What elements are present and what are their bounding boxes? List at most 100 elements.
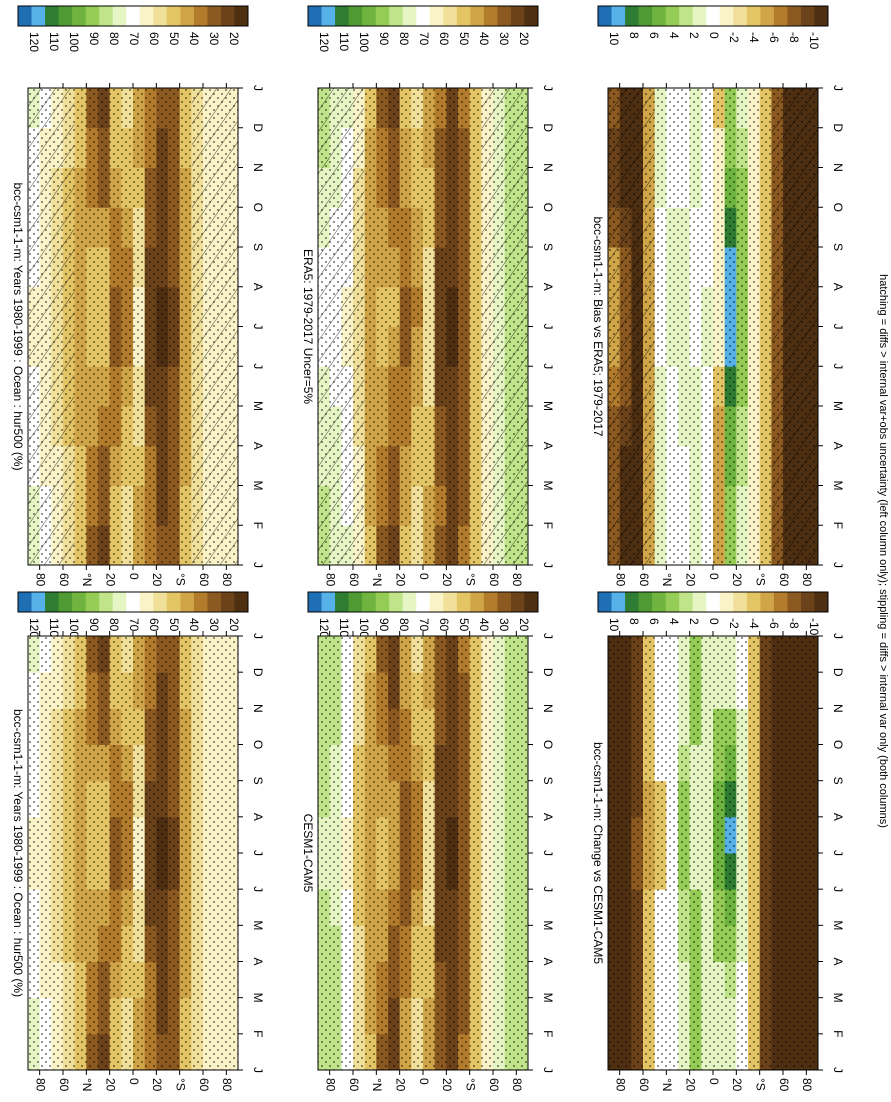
month-tick-label: J bbox=[831, 886, 845, 892]
colorbar-swatch bbox=[18, 6, 32, 26]
colorbar-swatch bbox=[733, 6, 748, 26]
colorbar-tick-label: 80 bbox=[397, 32, 411, 46]
lat-tick-label: 80 bbox=[800, 573, 814, 587]
colorbar-swatch bbox=[510, 6, 525, 26]
lat-tick-label: 60 bbox=[487, 573, 501, 587]
lat-tick-label: 20 bbox=[683, 573, 697, 587]
colorbar-swatch bbox=[234, 592, 249, 612]
colorbar-tick-label: 4 bbox=[667, 32, 681, 39]
month-tick-label: O bbox=[251, 740, 265, 749]
colorbar-swatch bbox=[193, 592, 208, 612]
colorbar-swatch bbox=[389, 592, 404, 612]
stippling-overlay bbox=[318, 636, 528, 1070]
colorbar-tick-label: 90 bbox=[377, 32, 391, 46]
colorbar-swatch bbox=[72, 6, 87, 26]
colorbar-swatch bbox=[814, 6, 829, 26]
colorbar-swatch bbox=[625, 6, 639, 26]
colorbar-swatch bbox=[207, 592, 222, 612]
month-tick-label: F bbox=[251, 1030, 265, 1037]
colorbar-swatch bbox=[85, 592, 100, 612]
lat-tick-label: °N bbox=[80, 1078, 94, 1091]
colorbar-tick-label: -10 bbox=[807, 618, 821, 636]
colorbar-swatch bbox=[321, 592, 336, 612]
month-tick-label: M bbox=[541, 920, 555, 930]
colorbar-swatch bbox=[746, 6, 761, 26]
colorbar-swatch bbox=[139, 592, 154, 612]
colorbar-swatch bbox=[220, 592, 235, 612]
colorbar-tick-label: 110 bbox=[337, 32, 351, 51]
colorbar-swatch bbox=[665, 592, 680, 612]
month-tick-label: S bbox=[541, 777, 555, 785]
month-tick-label: O bbox=[251, 203, 265, 212]
month-tick-label: J bbox=[251, 85, 265, 91]
month-tick-label: F bbox=[831, 1030, 845, 1037]
colorbar-tick-label: 60 bbox=[147, 618, 161, 632]
month-tick-label: M bbox=[831, 481, 845, 491]
colorbar-tick-label: 8 bbox=[627, 618, 641, 625]
colorbar-swatch bbox=[220, 6, 235, 26]
colorbar-swatch bbox=[706, 6, 721, 26]
lat-tick-label: °N bbox=[660, 573, 674, 586]
month-tick-label: D bbox=[251, 668, 265, 677]
chart-panel-1: 120 110 100 90 80 70 60 50 40 30 20 bcc-csm1-1-m: Y… bbox=[11, 5, 265, 587]
lat-tick-label: 60 bbox=[777, 1078, 791, 1092]
colorbar-tick-label: 100 bbox=[357, 32, 371, 52]
colorbar-swatch bbox=[335, 6, 349, 26]
colorbar-tick-label: 20 bbox=[227, 32, 241, 46]
colorbar-swatch bbox=[760, 6, 775, 26]
month-tick-label: S bbox=[251, 777, 265, 785]
colorbar-swatch bbox=[402, 592, 417, 612]
colorbar-tick-label: 2 bbox=[687, 32, 701, 39]
colorbar-tick-label: 50 bbox=[457, 618, 471, 632]
month-tick-label: J bbox=[831, 633, 845, 639]
month-tick-label: J bbox=[251, 324, 265, 330]
colorbar-swatch bbox=[389, 6, 404, 26]
stippling-overlay bbox=[608, 636, 818, 1070]
colorbar-tick-label: 80 bbox=[107, 618, 121, 632]
month-tick-label: S bbox=[831, 777, 845, 785]
colorbar-swatch bbox=[814, 592, 829, 612]
month-tick-label: J bbox=[251, 850, 265, 856]
lat-tick-label: 80 bbox=[510, 1078, 524, 1092]
colorbar-swatch bbox=[31, 6, 46, 26]
hatching-overlay-north bbox=[28, 88, 75, 565]
colorbar-tick-label: 100 bbox=[67, 618, 81, 638]
lat-tick-label: 80 bbox=[613, 573, 627, 587]
colorbar-tick-label: 2 bbox=[687, 618, 701, 625]
month-tick-label: M bbox=[541, 993, 555, 1003]
colorbar-tick-label: 80 bbox=[397, 618, 411, 632]
colorbar-swatch bbox=[665, 6, 680, 26]
hatching-overlay-north bbox=[318, 88, 365, 565]
colorbar-swatch bbox=[524, 592, 539, 612]
colorbar-swatch bbox=[787, 6, 802, 26]
month-tick-label: M bbox=[541, 481, 555, 491]
month-tick-label: A bbox=[831, 813, 845, 821]
colorbar-tick-label: 90 bbox=[87, 618, 101, 632]
month-tick-label: N bbox=[541, 704, 555, 713]
colorbar-swatch bbox=[72, 592, 87, 612]
colorbar-swatch bbox=[483, 592, 498, 612]
lat-tick-label: 0 bbox=[707, 1078, 721, 1085]
colorbar-swatch bbox=[180, 592, 195, 612]
colorbar-tick-label: 40 bbox=[187, 32, 201, 46]
hatching-overlay-south bbox=[481, 88, 528, 565]
month-tick-label: M bbox=[831, 920, 845, 930]
month-tick-label: M bbox=[251, 401, 265, 411]
month-tick-label: J bbox=[251, 363, 265, 369]
colorbar-swatch bbox=[773, 6, 788, 26]
lat-tick-label: °S bbox=[463, 573, 477, 586]
colorbar-tick-label: 90 bbox=[87, 32, 101, 46]
chart-panel-5: 120 110 100 90 80 70 60 50 40 30 20 CESM1-CAM5 80 60 °… bbox=[301, 591, 555, 1092]
colorbar-tick-label: 100 bbox=[357, 618, 371, 638]
month-tick-label: A bbox=[251, 283, 265, 291]
month-tick-label: S bbox=[541, 243, 555, 251]
colorbar-swatch bbox=[308, 592, 322, 612]
month-tick-label: N bbox=[831, 163, 845, 172]
lat-tick-label: 80 bbox=[220, 1078, 234, 1092]
lat-tick-label: °S bbox=[753, 1078, 767, 1091]
colorbar-swatch bbox=[308, 6, 322, 26]
colorbar-swatch bbox=[153, 6, 168, 26]
colorbar-frame bbox=[307, 591, 539, 613]
month-tick-label: F bbox=[831, 522, 845, 529]
